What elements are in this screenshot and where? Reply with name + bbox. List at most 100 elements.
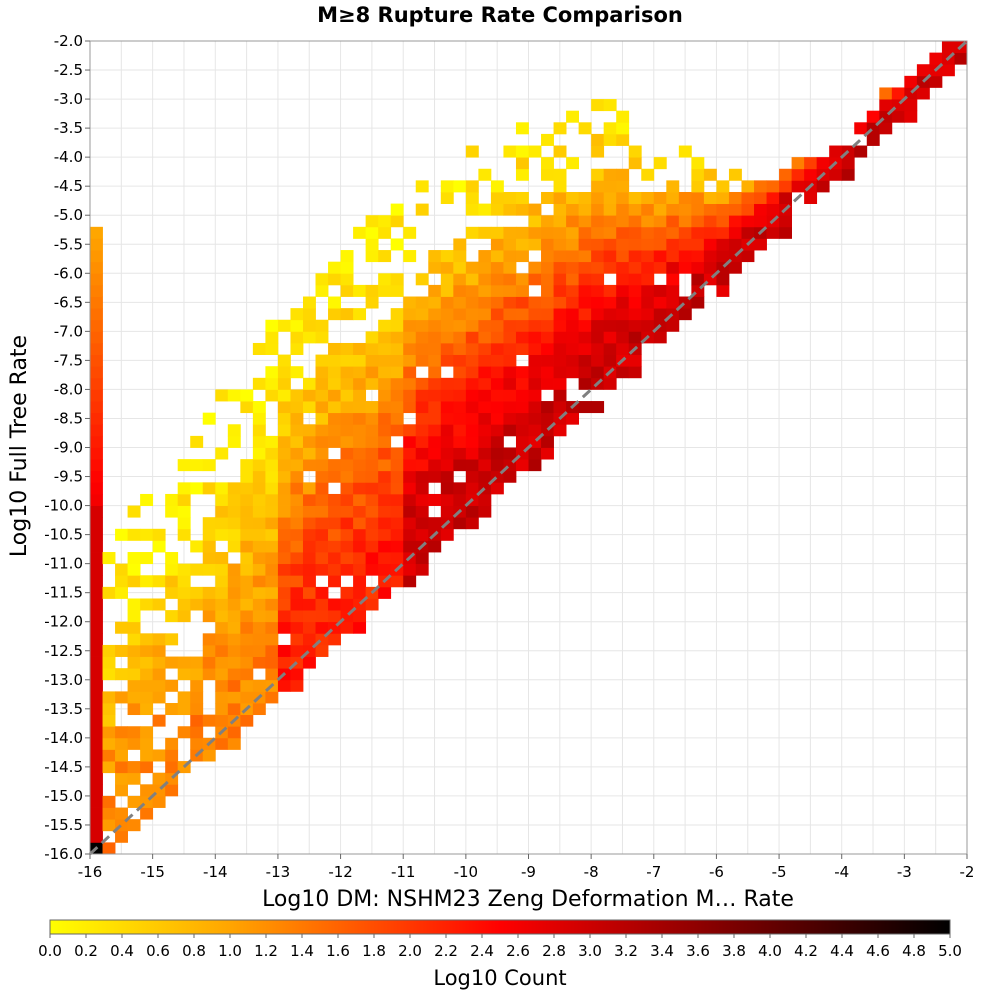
heatmap-cell [616, 331, 630, 344]
heatmap-cell [165, 563, 179, 576]
heatmap-cell [90, 528, 103, 541]
heatmap-cell [240, 586, 254, 599]
heatmap-cell [378, 493, 392, 506]
heatmap-cell [703, 250, 717, 263]
heatmap-cell [603, 99, 617, 112]
heatmap-cell [365, 331, 379, 344]
heatmap-cell [428, 296, 442, 309]
heatmap-cell [252, 377, 266, 390]
heatmap-cell [465, 226, 479, 239]
heatmap-cell [503, 191, 517, 204]
heatmap-cell [641, 191, 655, 204]
heatmap-cell [541, 191, 554, 204]
heatmap-cell [515, 203, 529, 216]
heatmap-cell [378, 319, 392, 332]
heatmap-cell [328, 424, 341, 437]
heatmap-cell [90, 273, 103, 286]
heatmap-cell [478, 308, 492, 321]
heatmap-cell [165, 493, 179, 506]
heatmap-cell [716, 180, 730, 193]
heatmap-cell [90, 656, 103, 669]
heatmap-cell [302, 586, 316, 599]
heatmap-cell [353, 435, 367, 448]
heatmap-cell [215, 656, 229, 669]
heatmap-cell [252, 493, 266, 506]
heatmap-cell [453, 482, 467, 495]
heatmap-cell [541, 261, 554, 274]
heatmap-cell [302, 575, 316, 588]
heatmap-cell [152, 795, 166, 808]
heatmap-cell [541, 412, 554, 425]
heatmap-cell [252, 459, 266, 472]
heatmap-cell [265, 517, 279, 530]
heatmap-cell [528, 389, 542, 402]
heatmap-cell [252, 412, 266, 425]
heatmap-cell [453, 273, 467, 286]
heatmap-cell [891, 87, 905, 100]
heatmap-cell [666, 226, 680, 239]
heatmap-cell [177, 575, 191, 588]
y-tick-label: -4.5 [54, 177, 83, 195]
heatmap-cell [515, 424, 529, 437]
heatmap-cell [127, 563, 141, 576]
heatmap-cell [415, 505, 429, 518]
heatmap-cell [227, 691, 241, 704]
heatmap-cell [152, 540, 166, 553]
heatmap-cell [616, 203, 630, 216]
heatmap-cell [365, 401, 379, 414]
heatmap-cell [591, 261, 605, 274]
heatmap-cell [415, 342, 429, 355]
heatmap-cell [528, 342, 542, 355]
heatmap-cell [378, 250, 392, 263]
heatmap-cell [90, 493, 103, 506]
heatmap-cell [315, 621, 329, 634]
heatmap-cell [102, 807, 116, 820]
y-tick-label: -15.0 [44, 787, 83, 805]
heatmap-cell [328, 493, 341, 506]
heatmap-cell [290, 366, 304, 379]
heatmap-cell [641, 238, 655, 251]
heatmap-cell [566, 319, 580, 332]
heatmap-cell [553, 250, 567, 263]
heatmap-cell [102, 726, 116, 739]
heatmap-cell [716, 273, 730, 286]
heatmap-cell [290, 412, 304, 425]
heatmap-cell [302, 563, 316, 576]
heatmap-cell [202, 540, 216, 553]
heatmap-cell [90, 505, 103, 518]
heatmap-cell [290, 668, 304, 681]
heatmap-cell [716, 238, 730, 251]
heatmap-cell [440, 319, 454, 332]
heatmap-cell [528, 203, 542, 216]
heatmap-cell [340, 517, 354, 530]
heatmap-cell [390, 470, 404, 483]
heatmap-cell [703, 203, 717, 216]
heatmap-cell [90, 737, 103, 750]
heatmap-cell [428, 250, 442, 263]
heatmap-cell [503, 366, 517, 379]
heatmap-cell [440, 250, 454, 263]
heatmap-cell [177, 668, 191, 681]
heatmap-cell [628, 238, 642, 251]
heatmap-cell [440, 424, 454, 437]
heatmap-cell [490, 435, 504, 448]
heatmap-cell [490, 459, 504, 472]
heatmap-cell [415, 377, 429, 390]
heatmap-cell [415, 435, 429, 448]
heatmap-cell [102, 703, 116, 716]
heatmap-cell [453, 435, 467, 448]
heatmap-cell [215, 714, 229, 727]
heatmap-cell [378, 354, 392, 367]
heatmap-cell [440, 470, 454, 483]
heatmap-cell [403, 331, 417, 344]
heatmap-cell [302, 517, 316, 530]
heatmap-cell [390, 552, 404, 565]
heatmap-cell [440, 447, 454, 460]
heatmap-cell [165, 575, 179, 588]
heatmap-cell [390, 517, 404, 530]
x-tick-label: -8 [584, 863, 599, 881]
heatmap-cell [315, 586, 329, 599]
heatmap-cell [265, 528, 279, 541]
heatmap-cell [453, 517, 467, 530]
heatmap-cell [941, 64, 955, 77]
